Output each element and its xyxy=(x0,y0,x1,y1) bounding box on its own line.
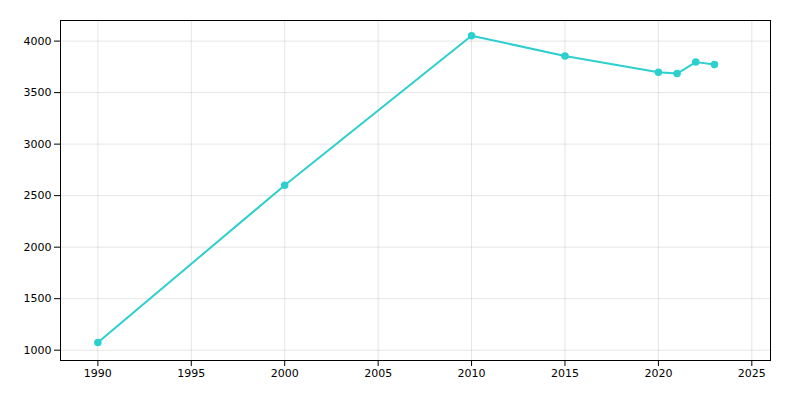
svg-text:2005: 2005 xyxy=(364,367,392,380)
svg-text:2000: 2000 xyxy=(271,367,299,380)
svg-text:2020: 2020 xyxy=(644,367,672,380)
svg-text:2015: 2015 xyxy=(551,367,579,380)
svg-text:3000: 3000 xyxy=(24,138,52,151)
svg-text:2500: 2500 xyxy=(24,189,52,202)
svg-text:1500: 1500 xyxy=(24,292,52,305)
svg-text:2010: 2010 xyxy=(458,367,486,380)
svg-text:3500: 3500 xyxy=(24,86,52,99)
svg-text:2025: 2025 xyxy=(738,367,766,380)
svg-text:1995: 1995 xyxy=(177,367,205,380)
svg-text:1990: 1990 xyxy=(84,367,112,380)
svg-text:4000: 4000 xyxy=(24,35,52,48)
svg-text:1000: 1000 xyxy=(24,344,52,357)
svg-text:2000: 2000 xyxy=(24,241,52,254)
